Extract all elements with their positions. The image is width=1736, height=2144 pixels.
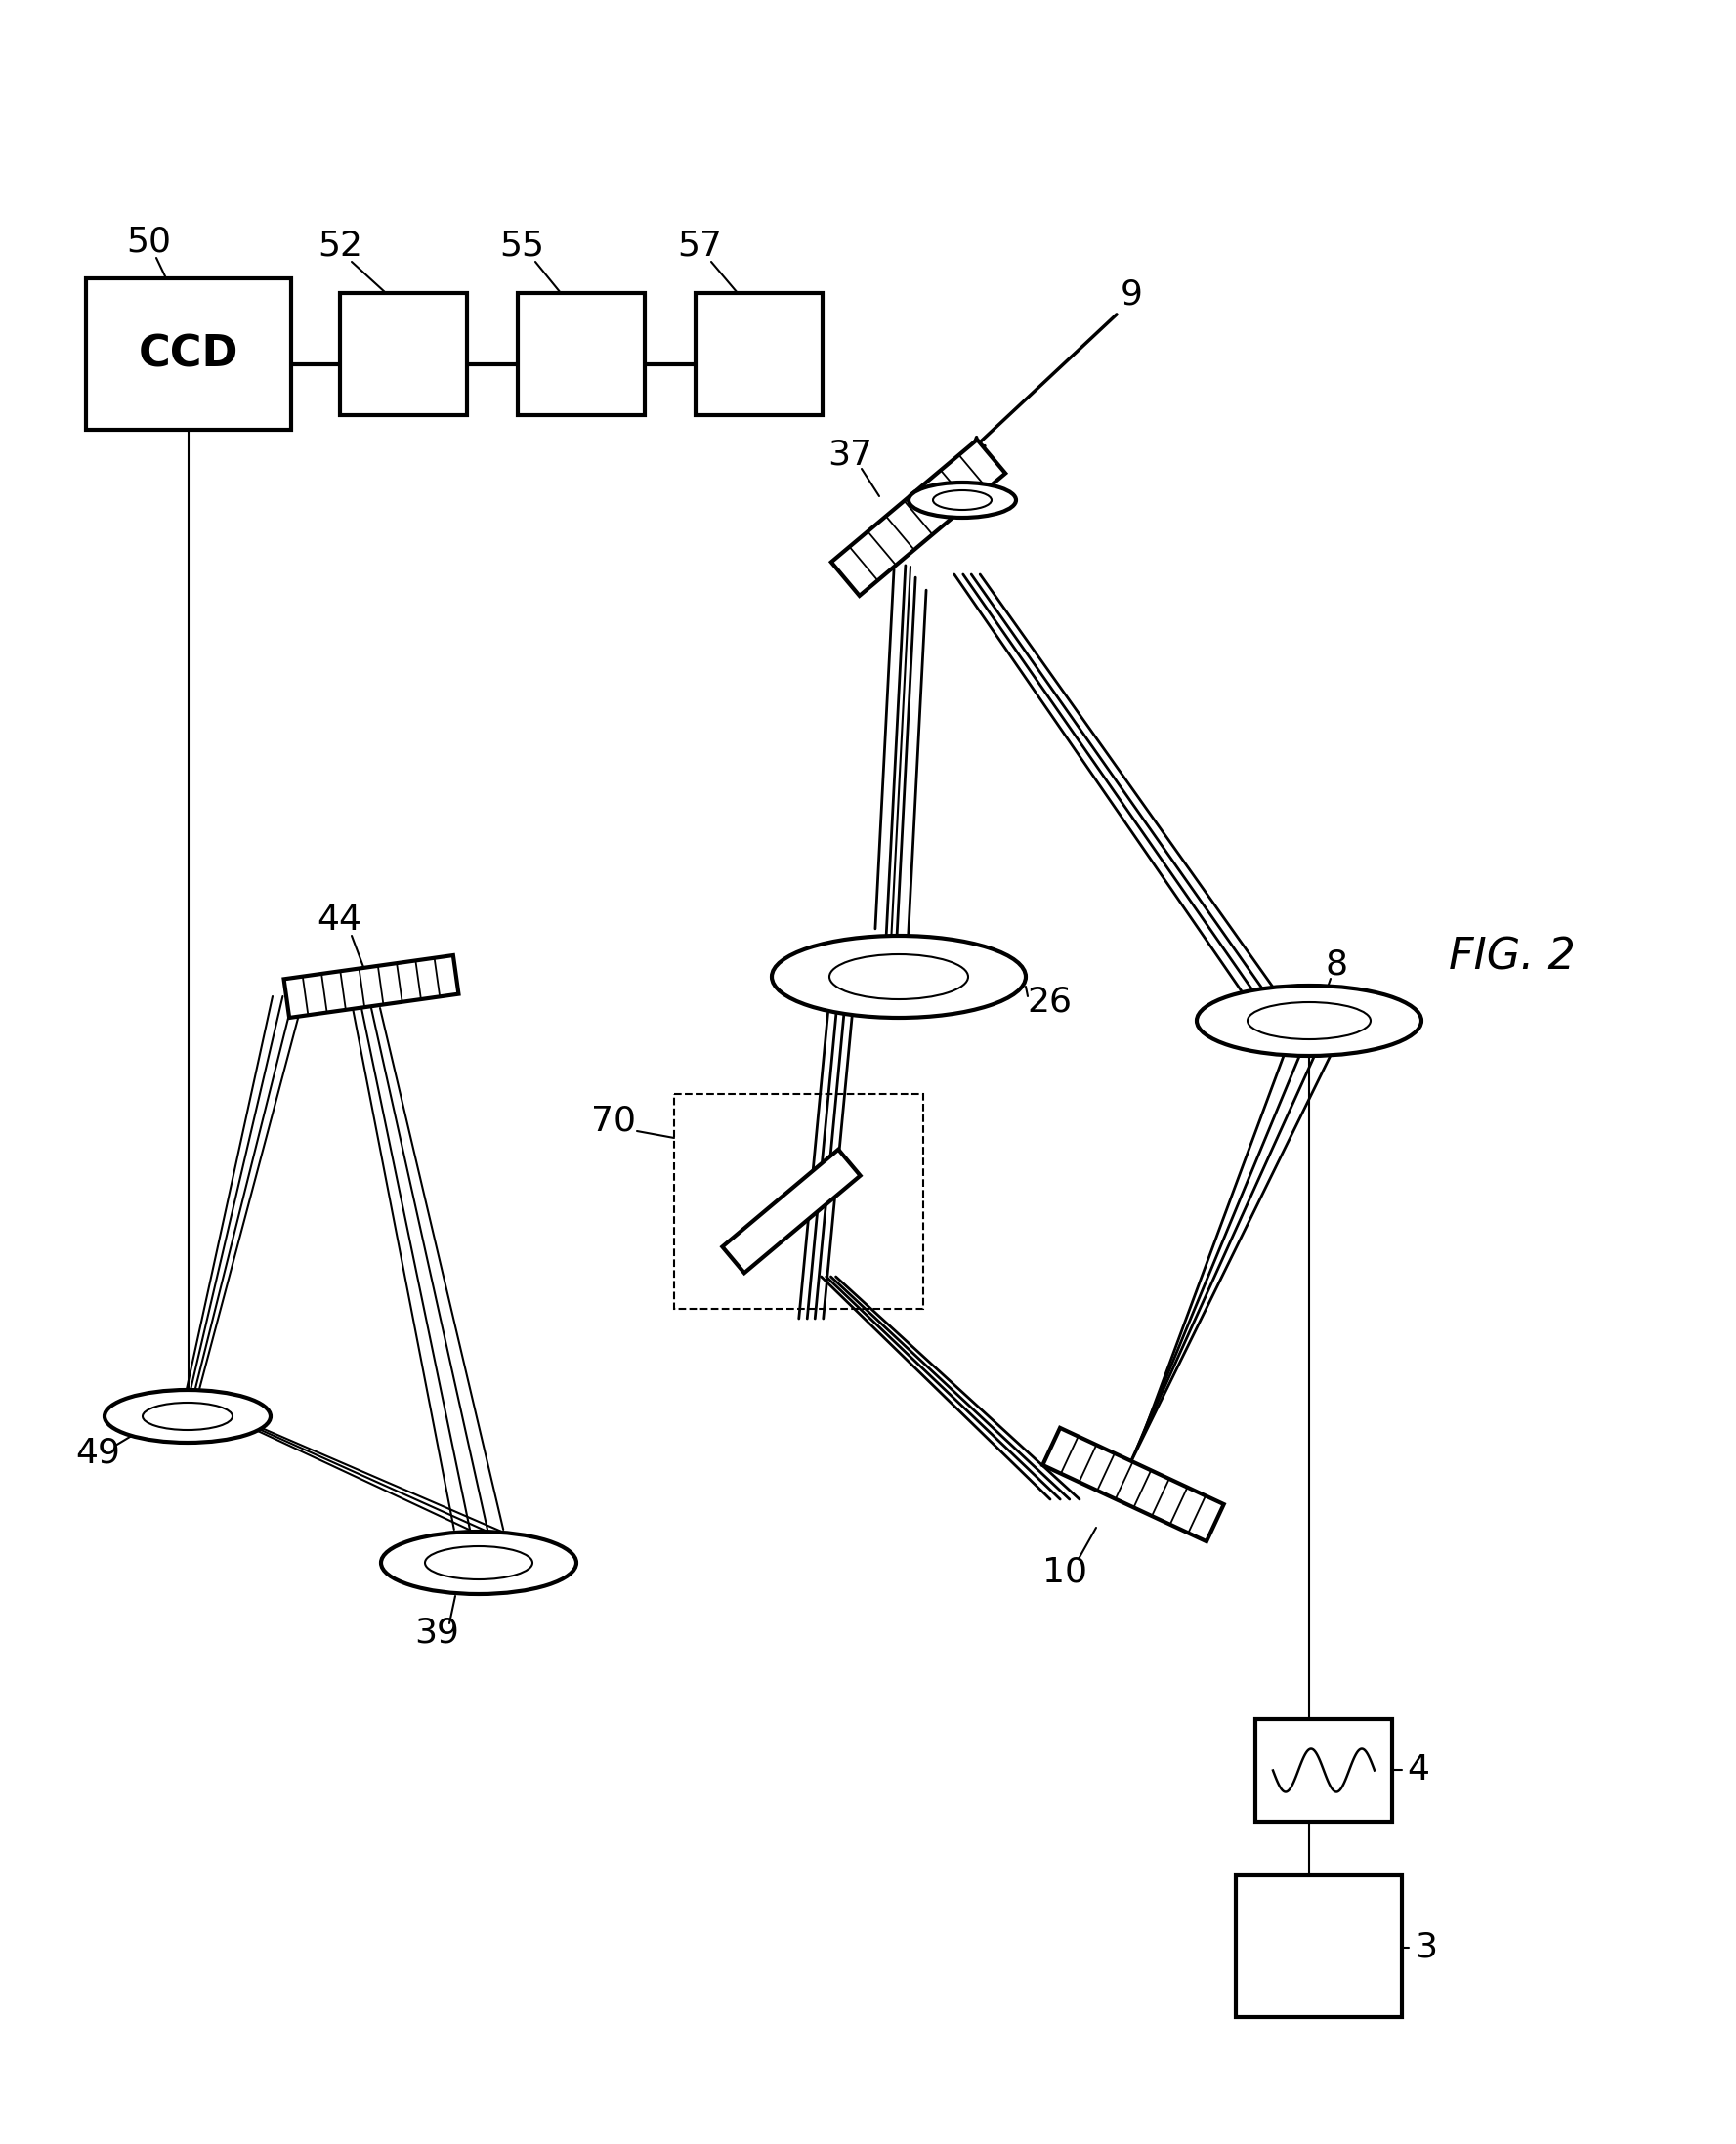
Text: 37: 37 [828,440,873,472]
Text: 3: 3 [1415,1932,1437,1964]
Text: 52: 52 [318,229,363,264]
Text: 49: 49 [75,1436,120,1471]
Text: 70: 70 [590,1104,635,1138]
Polygon shape [722,1149,861,1274]
Text: 39: 39 [415,1617,458,1649]
Text: 9: 9 [1120,279,1142,311]
Polygon shape [285,956,458,1018]
Text: 50: 50 [127,225,170,259]
Ellipse shape [773,935,1026,1018]
Ellipse shape [1196,986,1422,1055]
Polygon shape [832,440,1005,596]
Bar [674,1093,924,1308]
Text: 55: 55 [500,229,543,264]
Polygon shape [1043,1428,1224,1542]
Ellipse shape [104,1389,271,1443]
Text: 57: 57 [677,229,722,264]
Text: 26: 26 [1026,986,1071,1018]
Ellipse shape [380,1531,576,1595]
Bar [87,279,292,429]
Bar [340,294,467,416]
Bar [1255,1719,1392,1822]
Bar [1236,1876,1403,2018]
Bar [517,294,644,416]
Text: FIG. 2: FIG. 2 [1450,937,1576,978]
Text: CCD: CCD [139,332,238,375]
Text: 4: 4 [1408,1754,1430,1786]
Ellipse shape [908,482,1016,517]
Text: 8: 8 [1325,948,1347,982]
Text: 44: 44 [316,903,361,937]
Bar [696,294,823,416]
Text: 10: 10 [1042,1557,1087,1589]
